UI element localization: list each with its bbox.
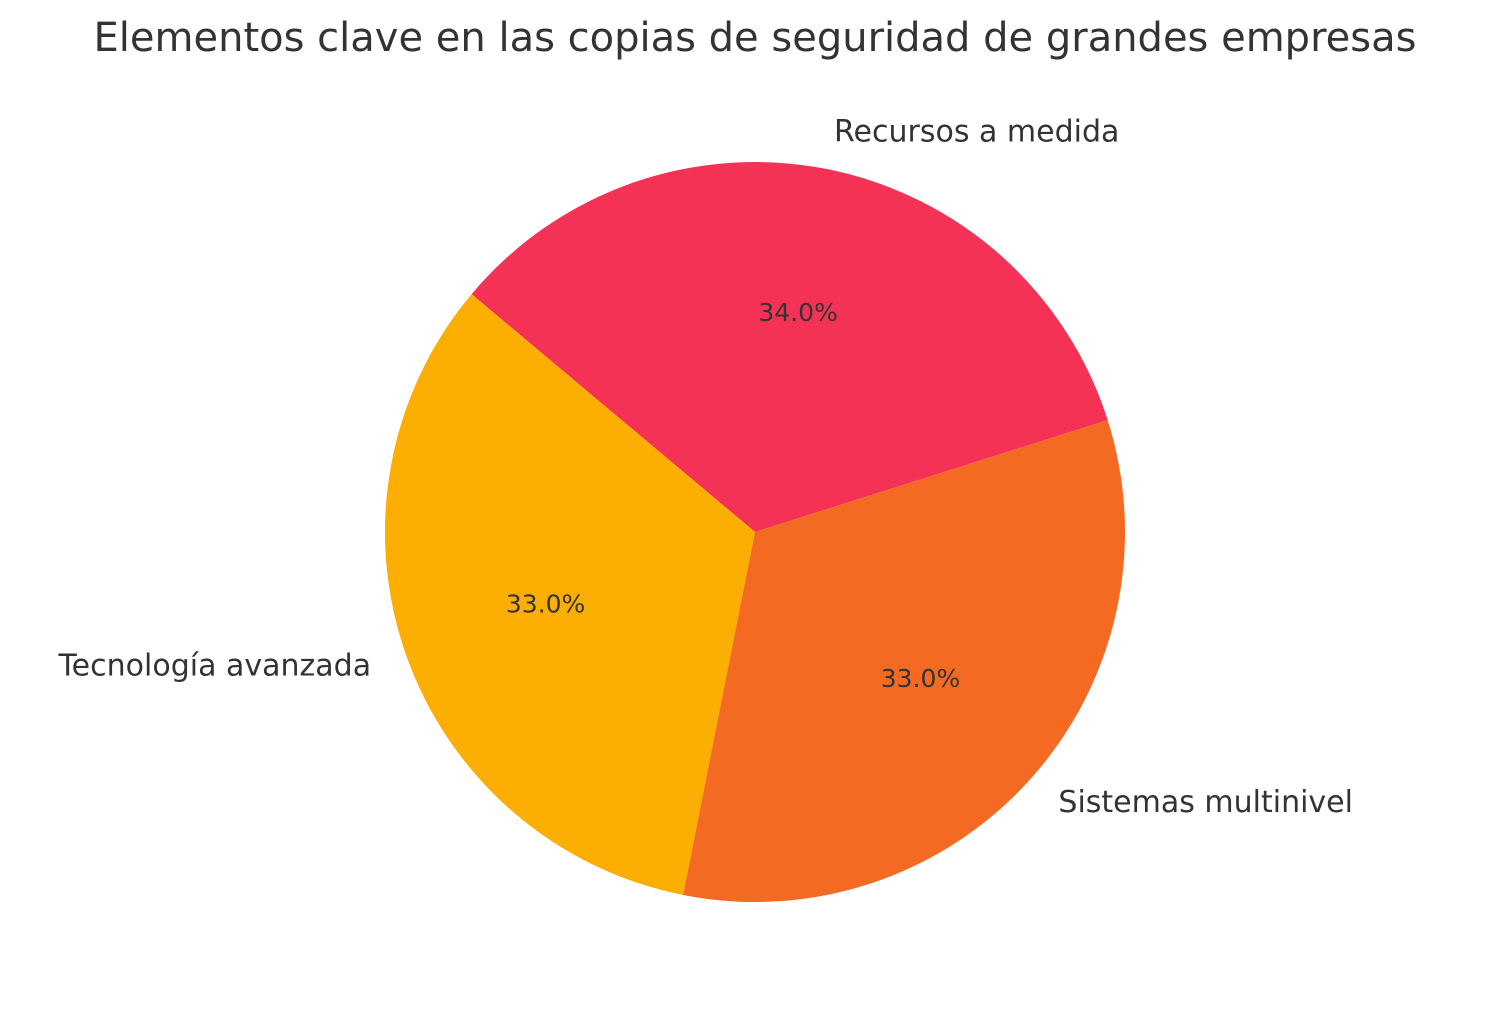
pie-slice: [471, 162, 1108, 533]
chart-title: Elementos clave en las copias de segurid…: [94, 15, 1417, 61]
slice-label: Recursos a medida: [834, 114, 1119, 149]
value-label: 33.0%: [881, 664, 960, 693]
value-label: 34.0%: [758, 298, 837, 327]
value-label: 33.0%: [506, 590, 585, 619]
slice-label: Sistemas multinivel: [1058, 785, 1353, 820]
slice-label: Tecnología avanzada: [57, 649, 371, 684]
pie-slice: [384, 294, 755, 895]
pie-slice: [683, 420, 1125, 902]
